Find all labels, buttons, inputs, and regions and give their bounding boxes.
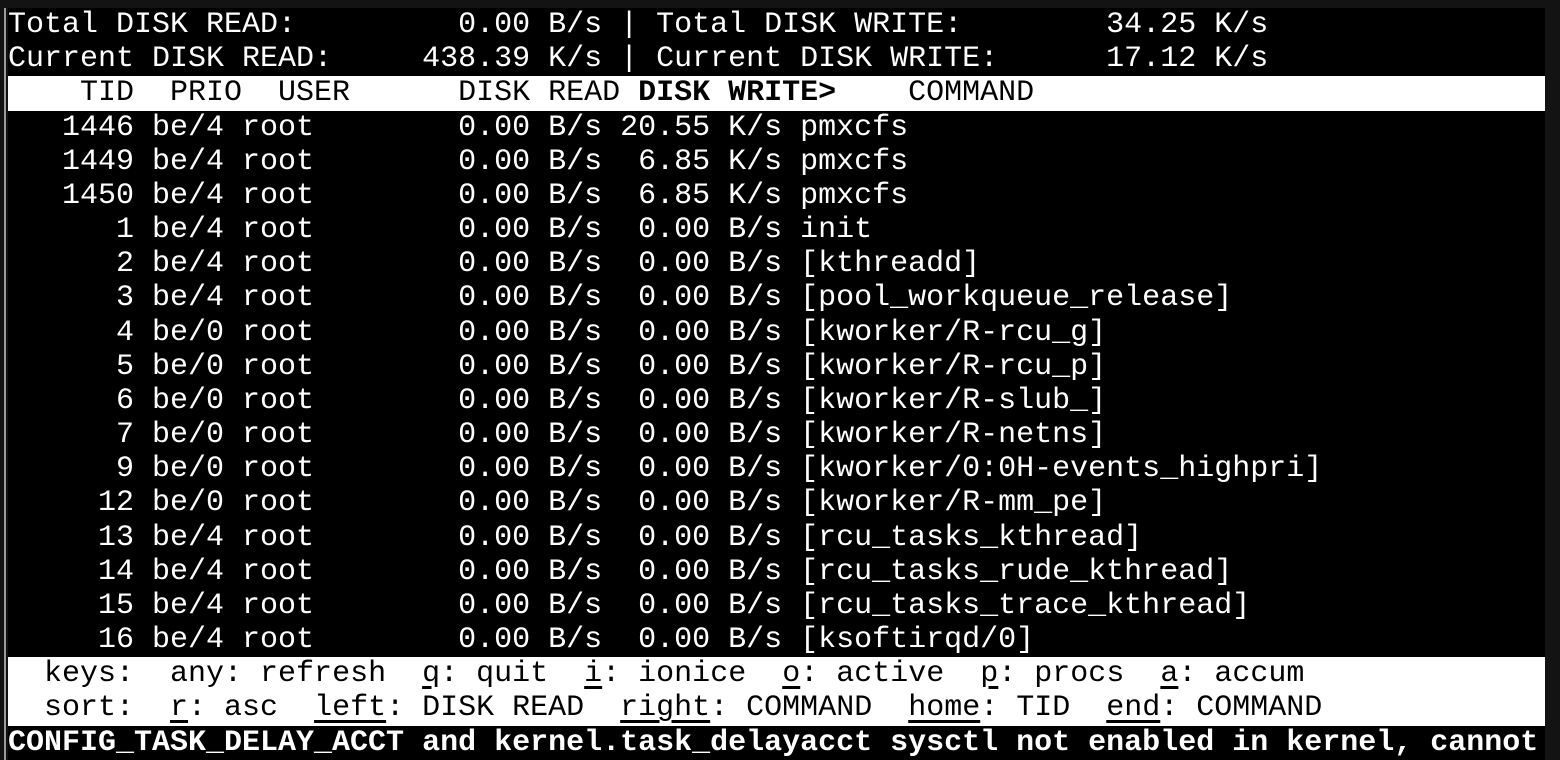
disk-current-line: Current DISK READ: 438.39 K/s | Current … [8,42,1269,77]
process-row: 16 be/4 root 0.00 B/s 0.00 B/s [ksoftirq… [8,623,1035,658]
terminal-screen[interactable]: Total DISK READ: 0.00 B/s | Total DISK W… [8,8,1545,760]
process-row: 7 be/0 root 0.00 B/s 0.00 B/s [kworker/R… [8,418,1107,453]
process-row: 13 be/4 root 0.00 B/s 0.00 B/s [rcu_task… [8,520,1143,555]
process-row: 2 be/4 root 0.00 B/s 0.00 B/s [kthreadd] [8,247,981,282]
hotkey-home: home [908,691,981,726]
status-bar: CONFIG_TASK_DELAY_ACCT and kernel.task_d… [8,725,1539,760]
sort-column-header: DISK WRITE> [638,76,837,111]
process-row: 5 be/0 root 0.00 B/s 0.00 B/s [kworker/R… [8,349,1107,384]
process-row: 1 be/4 root 0.00 B/s 0.00 B/s init [8,213,873,248]
hotkey-p: p [980,657,999,692]
process-row: 9 be/0 root 0.00 B/s 0.00 B/s [kworker/0… [8,452,1323,487]
process-row: 6 be/0 root 0.00 B/s 0.00 B/s [kworker/R… [8,383,1107,418]
hotkey-end: end [1106,691,1161,726]
hotkey-right: right [620,691,711,726]
window-edge-highlight [4,8,6,760]
process-row: 14 be/4 root 0.00 B/s 0.00 B/s [rcu_task… [8,554,1233,589]
disk-totals-line: Total DISK READ: 0.00 B/s | Total DISK W… [8,8,1269,42]
hotkey-o: o [782,657,801,692]
process-row: 1449 be/4 root 0.00 B/s 6.85 K/s pmxcfs [8,144,909,179]
hotkey-a: a [1160,657,1179,692]
process-table-body: 1446 be/4 root 0.00 B/s 20.55 K/s pmxcfs… [8,111,1545,658]
table-header-left: TID PRIO USER DISK READ [8,76,639,111]
hotkey-r: r [170,691,189,726]
process-row: 1450 be/4 root 0.00 B/s 6.85 K/s pmxcfs [8,178,909,213]
process-row: 3 be/4 root 0.00 B/s 0.00 B/s [pool_work… [8,281,1233,316]
table-header-row: TID PRIO USER DISK READ DISK WRITE> COMM… [8,76,1545,111]
hotkey-left: left [314,691,387,726]
process-row: 1446 be/4 root 0.00 B/s 20.55 K/s pmxcfs [8,110,909,145]
process-row: 12 be/0 root 0.00 B/s 0.00 B/s [kworker/… [8,486,1107,521]
hotkey-i: i [584,657,603,692]
table-header-right: COMMAND [836,76,1035,111]
hotkey-q: q [422,657,441,692]
process-row: 15 be/4 root 0.00 B/s 0.00 B/s [rcu_task… [8,588,1251,623]
keys-help-line: keys: any: refresh q: quit i: ionice o: … [8,657,1545,692]
process-row: 4 be/0 root 0.00 B/s 0.00 B/s [kworker/R… [8,315,1107,350]
sort-help-line: sort: r: asc left: DISK READ right: COMM… [8,691,1545,726]
